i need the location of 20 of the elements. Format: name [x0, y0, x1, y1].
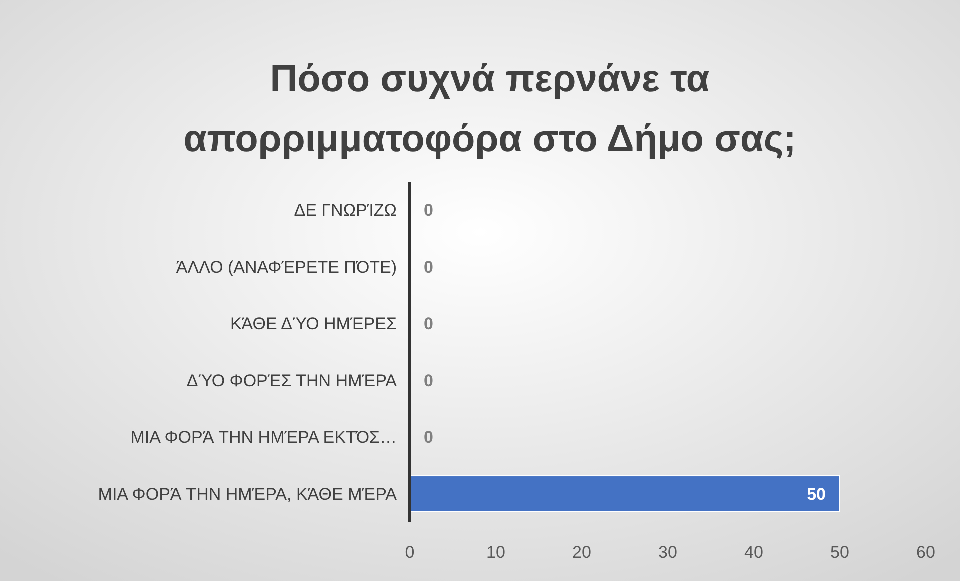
- data-label: 0: [424, 428, 434, 448]
- data-label: 50: [807, 484, 826, 504]
- y-tick-label: ΜΙΑ ΦΟΡΆ ΤΗΝ ΗΜΈΡΑ ΕΚΤΌΣ…: [130, 428, 397, 448]
- x-tick-label: 10: [486, 542, 506, 562]
- data-label: 0: [424, 258, 434, 277]
- x-tick-label: 20: [572, 542, 592, 562]
- chart-title: Πόσο συχνά περνάνε τα απορριμματοφόρα στο Δήμο σας;: [184, 58, 796, 160]
- x-tick-label: 0: [405, 542, 415, 562]
- y-tick-label: ΜΙΑ ΦΟΡΆ ΤΗΝ ΗΜΈΡΑ, ΚΆΘΕ ΜΈΡΑ: [98, 484, 398, 504]
- y-tick-label: ΔΕ ΓΝΩΡΊΖΩ: [294, 201, 397, 220]
- x-tick-label: 60: [916, 542, 936, 562]
- y-tick-label: ΔΎΟ ΦΟΡΈΣ ΤΗΝ ΗΜΈΡΑ: [186, 371, 398, 390]
- y-tick-label: ΚΆΘΕ ΔΎΟ ΗΜΈΡΕΣ: [230, 314, 397, 334]
- y-tick-label: ΆΛΛΟ (ΑΝΑΦΈΡΕΤΕ ΠΌΤΕ): [176, 258, 397, 277]
- data-label: 0: [424, 201, 434, 220]
- x-tick-label: 40: [744, 542, 764, 562]
- data-label: 0: [424, 314, 434, 334]
- data-label: 0: [424, 371, 434, 390]
- x-tick-label: 30: [658, 542, 678, 562]
- x-tick-label: 50: [830, 542, 850, 562]
